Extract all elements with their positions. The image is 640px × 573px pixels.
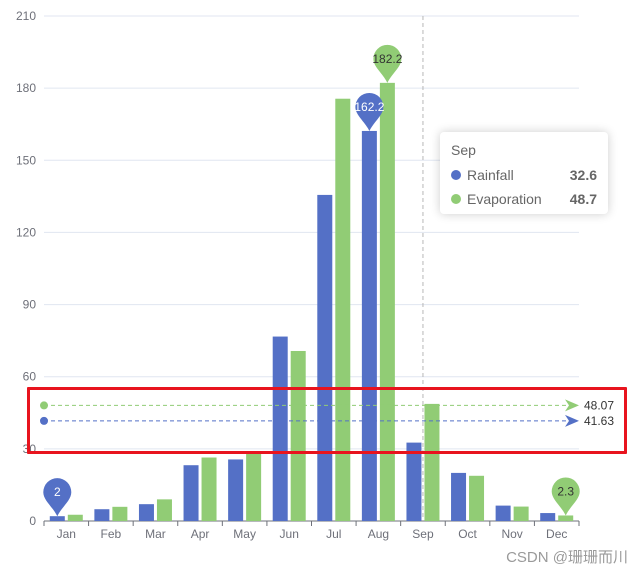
- average-line-arrow-icon: [565, 399, 579, 412]
- mark-pin-label: 182.2: [372, 52, 402, 66]
- x-tick-label: Feb: [101, 527, 122, 541]
- bar-rainfall: [94, 509, 110, 521]
- y-tick-label: 150: [16, 153, 36, 167]
- x-tick-label: Apr: [191, 527, 210, 541]
- x-tick-label: Nov: [501, 527, 522, 541]
- y-tick-label: 0: [29, 514, 36, 528]
- bar-rainfall: [183, 465, 199, 521]
- tooltip-series-value: 48.7: [569, 191, 597, 207]
- mark-pin-label: 2: [54, 485, 61, 499]
- bar-rainfall: [317, 194, 333, 521]
- mark-pin-icon: [355, 92, 384, 131]
- average-line-label: 41.63: [584, 414, 614, 428]
- grid-lines: [44, 15, 579, 450]
- highlight-rectangle: [27, 387, 627, 454]
- bar-rainfall: [495, 505, 511, 521]
- mark-pin-icon: [43, 478, 72, 517]
- bar-evaporation: [335, 98, 351, 521]
- bar-rainfall: [361, 130, 377, 521]
- mark-pin-icon: [551, 477, 580, 516]
- bar-rainfall: [451, 472, 467, 521]
- bar-evaporation: [201, 457, 217, 521]
- tooltip-series-name: Evaporation: [467, 191, 542, 207]
- bar-rainfall: [406, 442, 422, 521]
- x-tick-label: May: [233, 527, 256, 541]
- tooltip: Sep Rainfall 32.6 Evaporation 48.7: [440, 132, 608, 214]
- x-tick-label: Oct: [458, 527, 477, 541]
- tooltip-row-rainfall: Rainfall 32.6: [451, 163, 597, 187]
- average-line-arrow-icon: [565, 414, 579, 427]
- bar-evaporation: [156, 499, 172, 521]
- y-tick-label: 180: [16, 81, 36, 95]
- bars: [49, 82, 574, 521]
- average-lines: 41.63 48.07: [40, 398, 614, 428]
- x-tick-label: Dec: [546, 527, 567, 541]
- y-tick-label: 210: [16, 9, 36, 23]
- x-axis: Jan Feb Mar Apr May Jun Jul Aug Sep Oct Nov Dec: [43, 520, 580, 541]
- bar-evaporation: [246, 451, 262, 521]
- mark-pin-label: 2.3: [557, 484, 574, 498]
- bar-evaporation: [513, 506, 529, 521]
- watermark: CSDN @珊珊而川: [506, 549, 628, 566]
- x-tick-label: Jul: [326, 527, 341, 541]
- mark-pin-icon: [373, 44, 402, 83]
- x-tick-label: Mar: [145, 527, 166, 541]
- y-tick-label: 60: [23, 370, 37, 384]
- tooltip-series-value: 32.6: [569, 167, 597, 183]
- bar-evaporation: [558, 515, 574, 521]
- mark-pin-label: 162.2: [354, 100, 384, 114]
- y-tick-label: 90: [23, 298, 37, 312]
- average-line-label: 48.07: [584, 398, 614, 412]
- bar-evaporation: [424, 403, 440, 521]
- bar-rainfall: [49, 516, 65, 521]
- bar-evaporation: [67, 514, 83, 521]
- bar-evaporation: [290, 350, 306, 521]
- bar-evaporation: [112, 506, 128, 521]
- tooltip-row-evaporation: Evaporation 48.7: [451, 187, 597, 211]
- x-tick-label: Jan: [57, 527, 76, 541]
- bar-evaporation: [469, 475, 485, 521]
- bar-rainfall: [540, 513, 556, 521]
- tooltip-title: Sep: [451, 142, 476, 158]
- x-tick-label: Sep: [412, 527, 434, 541]
- rainfall-dot-icon: [451, 170, 461, 180]
- bar-rainfall: [228, 459, 244, 521]
- bar-rainfall: [138, 504, 154, 521]
- mark-pins: 162.2 2 182.2 2.3: [43, 44, 580, 517]
- bar-evaporation: [379, 82, 395, 521]
- x-tick-label: Jun: [280, 527, 299, 541]
- evaporation-dot-icon: [451, 194, 461, 204]
- y-tick-label: 120: [16, 225, 36, 239]
- tooltip-series-name: Rainfall: [467, 167, 514, 183]
- x-tick-label: Aug: [368, 527, 389, 541]
- bar-rainfall: [272, 336, 288, 521]
